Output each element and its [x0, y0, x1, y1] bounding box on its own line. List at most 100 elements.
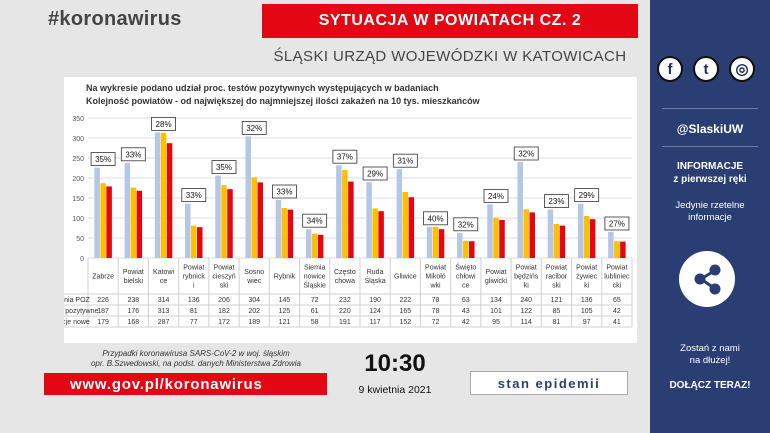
bar: [366, 182, 372, 258]
percent-label: 40%: [428, 214, 444, 223]
table-cell: 136: [188, 297, 200, 304]
bar-chart: 0 50 100 150 200 250 300 350 35% 33% 28% 33% 35% 32% 3…: [64, 116, 633, 328]
legend-label: Infekcje nowe: [64, 319, 90, 326]
social-handle[interactable]: @SlaskiUW: [676, 122, 744, 136]
percent-label-box: [120, 147, 146, 162]
bar: [499, 220, 505, 258]
bar: [348, 181, 354, 258]
category-label: Zabrze: [92, 274, 114, 281]
bar: [589, 219, 596, 258]
bar: [469, 241, 475, 258]
table-cell: 238: [127, 297, 139, 304]
percent-label-box: [211, 160, 237, 174]
bar: [100, 183, 106, 258]
share-icon[interactable]: [679, 251, 735, 307]
bar: [221, 185, 227, 258]
legend-label: Testy pozytywne: [64, 308, 98, 315]
table-cell: 41: [613, 319, 621, 326]
info-subtitle: Jedynie rzetelne informacje: [650, 200, 770, 224]
instagram-icon[interactable]: ◎: [729, 56, 755, 82]
bar: [378, 211, 384, 258]
bar: [166, 143, 173, 258]
table-cell: 182: [218, 308, 230, 315]
bar: [493, 217, 499, 258]
legend-label: Zlecenia POZ: [64, 297, 91, 304]
facebook-icon[interactable]: f: [657, 56, 683, 82]
epidemic-badge: stan epidemii: [470, 371, 628, 395]
table-cell: 220: [339, 308, 351, 315]
table-cell: 42: [613, 308, 621, 315]
bar: [215, 175, 221, 258]
table-cell: 61: [311, 308, 319, 315]
table-cell: 202: [248, 308, 260, 315]
category-label: Powiat gliwicki: [485, 269, 508, 285]
table-cell: 117: [370, 319, 381, 326]
bar: [426, 226, 433, 258]
percent-label: 32%: [246, 124, 262, 133]
bar: [136, 190, 143, 258]
bar: [559, 225, 566, 258]
percent-label: 33%: [125, 150, 141, 159]
percent-label: 32%: [458, 220, 474, 229]
bar: [227, 189, 233, 258]
category-label: Powiat lubliniec cki: [604, 265, 630, 290]
table-cell: 190: [369, 297, 381, 304]
info-title: INFORMACJE z pierwszej ręki: [650, 160, 770, 186]
table-cell: 313: [158, 308, 170, 315]
twitter-icon[interactable]: t: [693, 56, 719, 82]
category-label: Święto chłowi ce: [455, 263, 476, 290]
table-cell: 122: [520, 308, 532, 315]
percent-label-box: [392, 153, 418, 168]
bar: [317, 234, 324, 258]
y-tick-label: 350: [72, 116, 84, 123]
category-label: Siemia nowice Śląskie: [303, 265, 326, 290]
bar: [553, 224, 560, 258]
bar: [608, 232, 614, 258]
category-label: Gliwice: [394, 274, 417, 281]
table-cell: 77: [190, 319, 198, 326]
table-cell: 136: [581, 297, 593, 304]
table-cell: 65: [613, 297, 621, 304]
bar: [160, 132, 167, 258]
percent-label: 35%: [95, 155, 111, 164]
bar: [402, 192, 409, 258]
table-cell: 304: [248, 297, 260, 304]
y-tick-label: 50: [76, 236, 84, 243]
bar: [130, 187, 137, 258]
table-cell: 152: [399, 319, 411, 326]
table-cell: 176: [127, 308, 139, 315]
table-cell: 125: [279, 308, 291, 315]
percent-label: 33%: [276, 188, 292, 197]
table-cell: 81: [553, 319, 561, 326]
percent-label-box: [302, 213, 328, 228]
bar: [372, 208, 378, 258]
table-cell: 226: [97, 297, 109, 304]
bar: [523, 209, 529, 258]
url-text[interactable]: www.gov.pl/koronawirus: [70, 375, 263, 393]
title-banner: SYTUACJA W POWIATACH CZ. 2: [262, 4, 638, 38]
category-label: Powiat będzińs ki: [514, 265, 539, 290]
percent-label-box: [90, 152, 116, 166]
sidebar: f t ◎ @SlaskiUW INFORMACJE z pierwszej r…: [650, 0, 770, 433]
percent-label-box: [151, 117, 176, 131]
category-label: Powiat żywiec ki: [576, 265, 598, 290]
source-note: Przypadki koronawirusa SARS-CoV-2 w woj.…: [70, 349, 322, 369]
bar: [408, 197, 415, 258]
join-button[interactable]: DOŁĄCZ TERAZ!: [669, 380, 751, 391]
table-cell: 189: [248, 319, 260, 326]
table-cell: 85: [553, 308, 561, 315]
percent-label-box: [181, 188, 207, 202]
category-label: Powiat rybnick i: [183, 265, 206, 290]
y-tick-label: 200: [72, 176, 84, 183]
percent-label-box: [423, 211, 448, 226]
table-cell: 95: [492, 319, 500, 326]
y-tick-label: 250: [72, 156, 84, 163]
table-cell: 165: [399, 308, 411, 315]
table-cell: 314: [158, 297, 170, 304]
hashtag: #koronawirus: [48, 8, 182, 30]
url-link[interactable]: www.gov.pl/koronawirus: [44, 373, 327, 395]
table-cell: 232: [339, 297, 351, 304]
table-cell: 63: [462, 297, 470, 304]
bar: [432, 226, 439, 258]
percent-label: 24%: [488, 192, 504, 201]
